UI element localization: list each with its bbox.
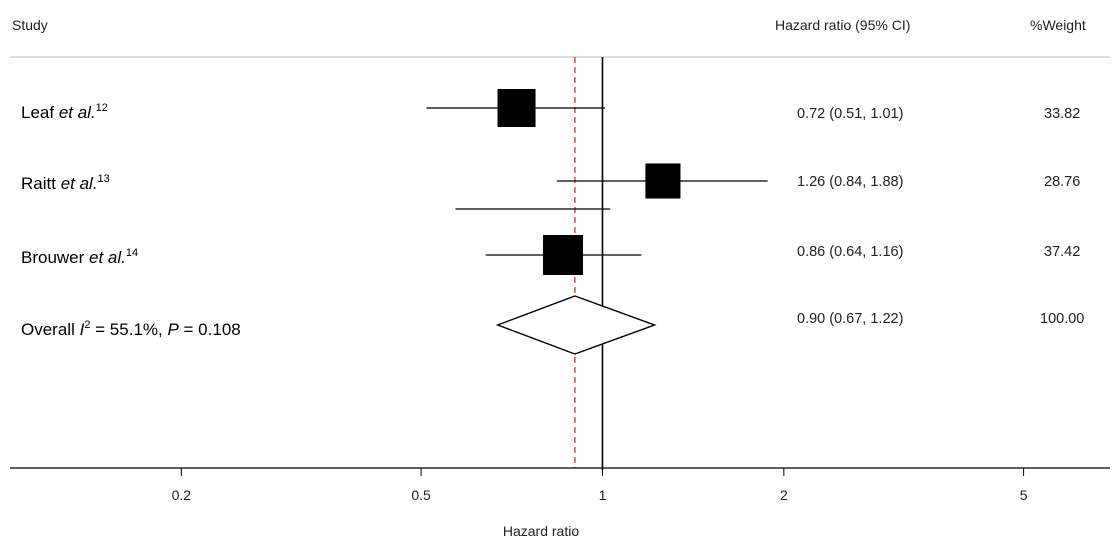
- x-axis-label: Hazard ratio: [503, 523, 579, 539]
- study-label: Leaf et al.12: [21, 102, 108, 122]
- study-row: Raitt et al.13 1.26 (0.84, 1.88) 28.76: [21, 163, 1080, 199]
- pooled-estimate-diamond: [495, 295, 657, 355]
- hazard-ratio-value: 0.86 (0.64, 1.16): [797, 244, 903, 260]
- weight-value: 37.42: [1044, 244, 1080, 260]
- x-tick-label: 5: [1020, 487, 1028, 503]
- overall-label: Overall I2 = 55.1%, P = 0.108: [21, 319, 241, 339]
- x-tick-label: 2: [780, 487, 788, 503]
- header-study: Study: [12, 17, 48, 33]
- weight-value: 28.76: [1044, 174, 1080, 190]
- x-axis-ticks: 0.2 0.5 1 2 5: [172, 468, 1028, 503]
- point-estimate-box: [645, 163, 681, 199]
- x-tick-label: 0.2: [172, 487, 192, 503]
- hazard-ratio-value: 0.72 (0.51, 1.01): [797, 106, 903, 122]
- x-tick-label: 0.5: [411, 487, 431, 503]
- study-label: Raitt et al.13: [21, 173, 110, 193]
- header-weight: %Weight: [1030, 17, 1086, 33]
- point-estimate-box: [497, 88, 536, 128]
- study-label: Brouwer et al.14: [21, 247, 138, 267]
- study-row: Brouwer et al.14 0.86 (0.64, 1.16) 37.42: [21, 235, 1080, 275]
- overall-row: Overall I2 = 55.1%, P = 0.108 0.90 (0.67…: [21, 295, 1084, 355]
- study-row: Leaf et al.12 0.72 (0.51, 1.01) 33.82: [21, 88, 1080, 128]
- hazard-ratio-value: 0.90 (0.67, 1.22): [797, 311, 903, 327]
- weight-value: 33.82: [1044, 106, 1080, 122]
- x-tick-label: 1: [599, 487, 607, 503]
- weight-value: 100.00: [1040, 311, 1084, 327]
- point-estimate-box: [543, 235, 584, 275]
- header-hazard-ratio: Hazard ratio (95% CI): [775, 17, 910, 33]
- hazard-ratio-value: 1.26 (0.84, 1.88): [797, 174, 903, 190]
